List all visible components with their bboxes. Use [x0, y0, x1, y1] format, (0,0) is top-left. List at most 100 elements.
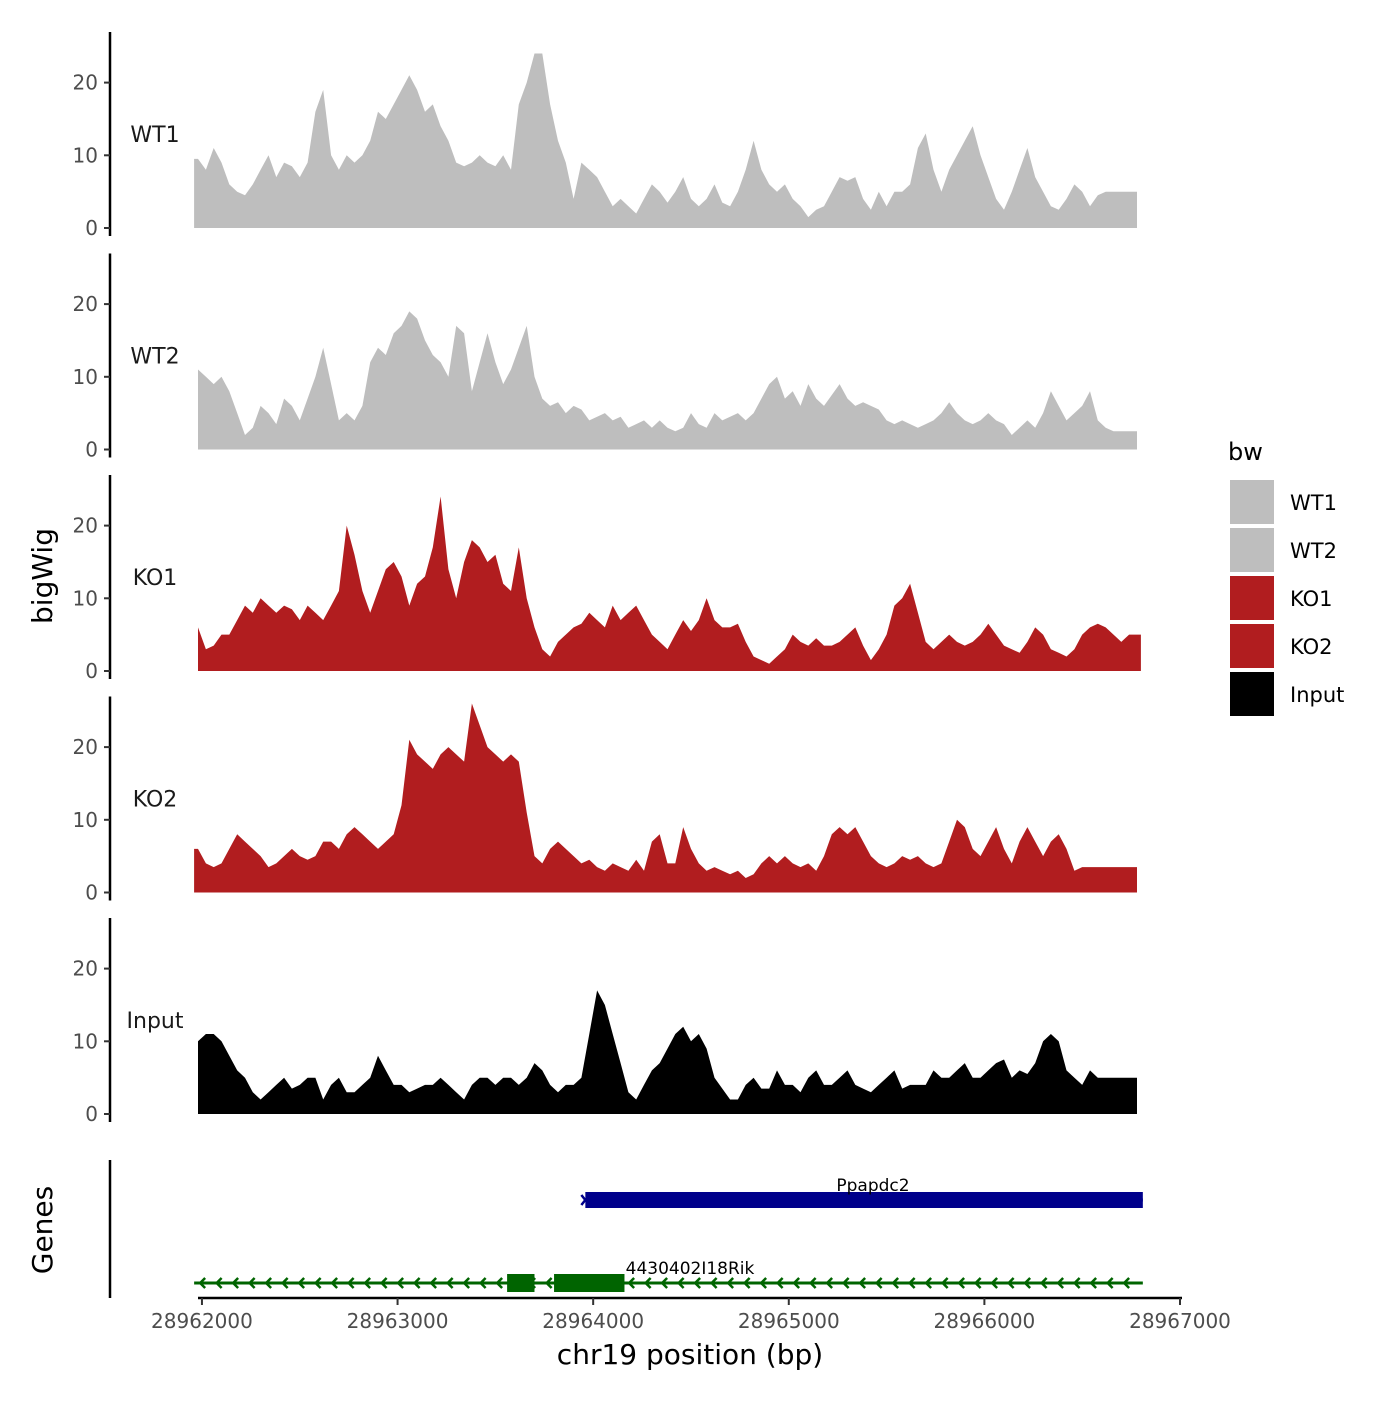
- legend-label: KO1: [1290, 587, 1333, 611]
- coverage-area-ko1: [198, 496, 1141, 671]
- track-label: KO2: [133, 788, 178, 813]
- x-axis-title: chr19 position (bp): [557, 1338, 823, 1371]
- coverage-area-ko2: [194, 703, 1138, 893]
- y-tick-label: 0: [85, 659, 98, 683]
- strand-arrow: [445, 1277, 454, 1289]
- strand-arrow: [412, 1277, 421, 1289]
- strand-arrow: [297, 1277, 306, 1289]
- exon-block: [585, 1192, 1143, 1208]
- strand-arrow: [495, 1277, 504, 1289]
- y-tick-label: 20: [73, 292, 98, 316]
- y-tick-label: 10: [73, 808, 98, 832]
- x-axis: 28962000 28963000 28964000 28965000 28966000…: [151, 1296, 1231, 1333]
- genes-track-title: Genes: [26, 1186, 59, 1274]
- y-tick-label: 20: [73, 514, 98, 538]
- exon-block: [554, 1274, 625, 1292]
- tracks-layer: 0 10 20 WT1 0 10 20 WT2 0 10 20 KO1 0 10 20 KO2 0 10 20 Inp…: [73, 32, 1141, 1126]
- legend: bw WT1 WT2 KO1 KO2 Input: [1228, 438, 1344, 716]
- strand-arrow: [247, 1277, 256, 1289]
- strand-arrow: [1105, 1277, 1114, 1289]
- legend-label: WT1: [1290, 491, 1337, 515]
- y-tick-label: 0: [85, 881, 98, 905]
- legend-swatch: [1230, 672, 1274, 716]
- strand-arrow: [792, 1277, 801, 1289]
- gene-label: 4430402I18Rik: [626, 1259, 755, 1279]
- coverage-area-input: [198, 990, 1137, 1114]
- track-input: 0 10 20 Input: [73, 918, 1137, 1126]
- legend-label: KO2: [1290, 635, 1333, 659]
- strand-arrow: [990, 1277, 999, 1289]
- strand-arrow: [709, 1277, 718, 1289]
- strand-arrow: [693, 1277, 702, 1289]
- strand-arrow: [660, 1277, 669, 1289]
- strand-arrow: [313, 1277, 322, 1289]
- y-tick-label: 10: [73, 365, 98, 389]
- strand-arrow: [1072, 1277, 1081, 1289]
- track-ko2: 0 10 20 KO2: [73, 696, 1138, 905]
- strand-arrow: [429, 1277, 438, 1289]
- strand-arrow: [627, 1277, 636, 1289]
- strand-arrow: [643, 1277, 652, 1289]
- strand-arrow: [759, 1277, 768, 1289]
- track-wt1: 0 10 20 WT1: [73, 32, 1138, 240]
- y-tick-label: 20: [73, 735, 98, 759]
- track-label: WT1: [130, 123, 179, 148]
- strand-arrow: [330, 1277, 339, 1289]
- legend-entry-ko2: KO2: [1230, 624, 1333, 668]
- strand-arrow: [462, 1277, 471, 1289]
- strand-arrow: [891, 1277, 900, 1289]
- strand-arrow: [379, 1277, 388, 1289]
- track-wt2: 0 10 20 WT2: [73, 253, 1137, 462]
- track-label: KO1: [133, 566, 178, 591]
- y-tick-label: 20: [73, 71, 98, 95]
- y-tick-label: 0: [85, 438, 98, 462]
- coverage-area-wt1: [194, 53, 1138, 228]
- y-tick-label: 0: [85, 1102, 98, 1126]
- strand-arrow: [924, 1277, 933, 1289]
- legend-swatch: [1230, 624, 1274, 668]
- x-tick-label: 28963000: [347, 1309, 449, 1333]
- strand-arrow: [1122, 1277, 1131, 1289]
- track-label: WT2: [130, 345, 179, 370]
- gene-4430402i18rik: 4430402I18Rik: [194, 1259, 1143, 1292]
- y-axis-title: bigWig: [26, 528, 59, 624]
- coverage-area-wt2: [198, 311, 1137, 450]
- strand-arrow: [775, 1277, 784, 1289]
- strand-arrow: [363, 1277, 372, 1289]
- strand-arrow: [858, 1277, 867, 1289]
- legend-entry-ko1: KO1: [1230, 576, 1333, 620]
- strand-arrow: [544, 1277, 553, 1289]
- legend-label: WT2: [1290, 539, 1337, 563]
- legend-title: bw: [1228, 438, 1263, 466]
- gene-label: Ppapdc2: [836, 1176, 909, 1196]
- strand-arrow: [1056, 1277, 1065, 1289]
- genes-layer: Ppapdc2 4430402I18Rik: [108, 1160, 1143, 1298]
- strand-arrow: [808, 1277, 817, 1289]
- legend-swatch: [1230, 480, 1274, 524]
- legend-entry-wt2: WT2: [1230, 528, 1337, 572]
- strand-arrow: [1089, 1277, 1098, 1289]
- gene-ppapdc2: Ppapdc2: [580, 1176, 1143, 1208]
- strand-arrow: [940, 1277, 949, 1289]
- strand-arrow: [841, 1277, 850, 1289]
- y-tick-label: 10: [73, 143, 98, 167]
- strand-arrow: [346, 1277, 355, 1289]
- strand-arrow: [726, 1277, 735, 1289]
- strand-arrow: [198, 1277, 207, 1289]
- y-tick-label: 0: [85, 216, 98, 240]
- x-tick-label: 28964000: [542, 1309, 644, 1333]
- x-tick-label: 28967000: [1129, 1309, 1231, 1333]
- strand-arrow: [742, 1277, 751, 1289]
- strand-arrow: [264, 1277, 273, 1289]
- y-tick-label: 20: [73, 957, 98, 981]
- strand-arrow: [1039, 1277, 1048, 1289]
- legend-entry-input: Input: [1230, 672, 1344, 716]
- strand-arrow: [907, 1277, 916, 1289]
- strand-arrow: [478, 1277, 487, 1289]
- legend-swatch: [1230, 528, 1274, 572]
- x-tick-label: 28962000: [151, 1309, 253, 1333]
- strand-arrow: [214, 1277, 223, 1289]
- strand-arrow: [396, 1277, 405, 1289]
- strand-arrow: [1023, 1277, 1032, 1289]
